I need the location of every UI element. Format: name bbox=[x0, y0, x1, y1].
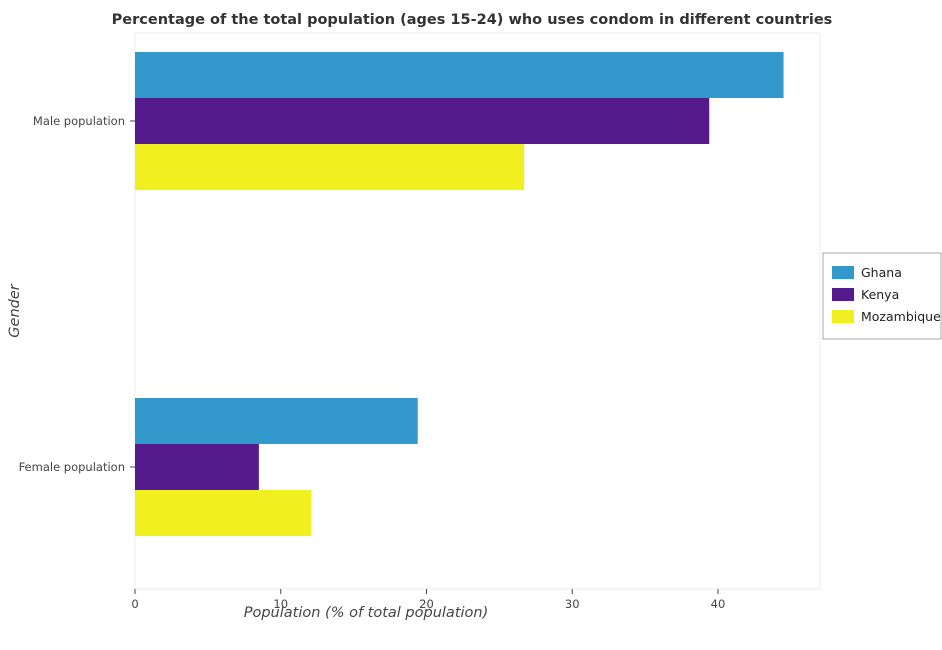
x-tick-label: 30 bbox=[565, 597, 580, 611]
bar-kenya-male bbox=[135, 98, 709, 144]
legend-label-ghana: Ghana bbox=[861, 265, 902, 280]
y-tick-label: Male population bbox=[33, 114, 125, 128]
y-axis-ticks: Female population Male population bbox=[19, 114, 135, 474]
chart-title: Percentage of the total population (ages… bbox=[112, 12, 833, 28]
y-tick-label: Female population bbox=[19, 460, 125, 474]
bar-ghana-male bbox=[135, 52, 784, 98]
legend-swatch-ghana bbox=[832, 266, 854, 279]
x-axis-label: Population (% of total population) bbox=[244, 605, 489, 621]
legend-swatch-kenya bbox=[832, 288, 854, 301]
legend-swatch-mozambique bbox=[832, 310, 854, 323]
legend-label-kenya: Kenya bbox=[861, 287, 899, 302]
bar-ghana-female bbox=[135, 398, 418, 444]
x-tick-label: 40 bbox=[711, 597, 726, 611]
bars-group bbox=[135, 52, 784, 536]
legend-label-mozambique: Mozambique bbox=[861, 309, 941, 324]
x-tick-label: 0 bbox=[131, 597, 138, 611]
bar-mozambique-female bbox=[135, 490, 311, 536]
legend: Ghana Kenya Mozambique bbox=[823, 253, 941, 339]
bar-kenya-female bbox=[135, 444, 259, 490]
y-axis-label: Gender bbox=[7, 283, 23, 337]
bar-mozambique-male bbox=[135, 144, 524, 190]
